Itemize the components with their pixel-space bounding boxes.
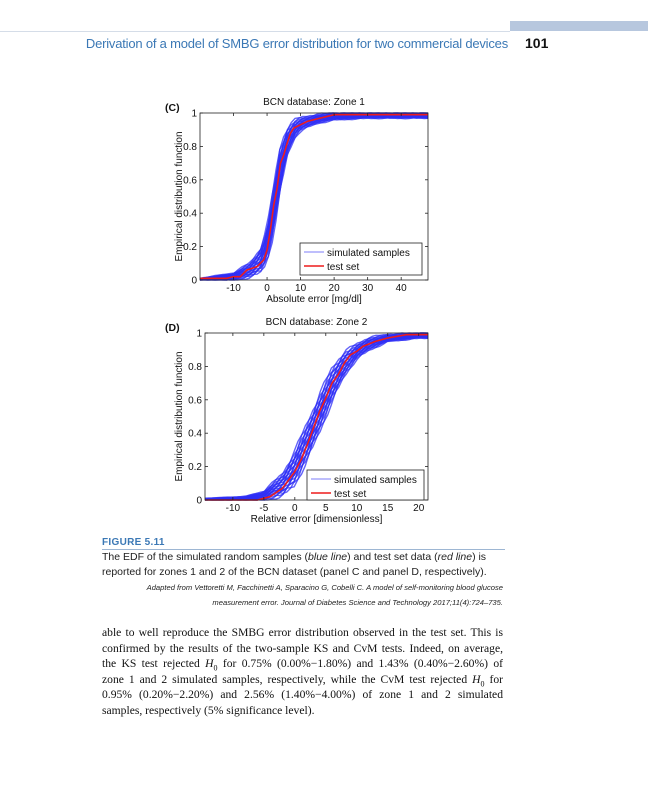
panel-label: (C) (165, 102, 180, 114)
running-title: Derivation of a model of SMBG error dist… (85, 36, 508, 51)
y-tick-label: 1 (191, 109, 197, 120)
x-tick-label: 20 (329, 283, 341, 294)
legend-label-simulated: simulated samples (334, 475, 417, 486)
page-number: 101 (525, 35, 549, 51)
y-tick-label: 0.2 (188, 462, 202, 473)
y-tick-label: 0.4 (183, 209, 197, 220)
x-tick-label: 10 (351, 503, 363, 514)
y-tick-label: 0.4 (188, 429, 202, 440)
x-tick-label: 10 (295, 283, 307, 294)
x-tick-label: -10 (226, 503, 241, 514)
x-tick-label: 40 (396, 283, 408, 294)
x-tick-label: 0 (292, 503, 298, 514)
y-tick-label: 1 (196, 329, 202, 340)
y-tick-label: 0.6 (188, 395, 202, 406)
x-axis-label: Relative error [dimensionless] (251, 514, 383, 525)
chart-title: BCN database: Zone 1 (263, 97, 365, 108)
header-accent-band (510, 21, 648, 31)
test-set-line (205, 333, 428, 501)
plot-frame (199, 112, 429, 281)
y-tick-label: 0.8 (183, 142, 197, 153)
y-tick-label: 0 (196, 496, 202, 507)
legend-box (299, 242, 423, 276)
simulated-sample-line (199, 112, 428, 280)
x-tick-label: 30 (362, 283, 374, 294)
header-rule (0, 31, 510, 32)
body-line: the KS test rejected H0 for 0.75% (0.00%… (102, 657, 503, 673)
source-line-1: Adapted from Vettoretti M, Facchinetti A… (146, 583, 503, 592)
test-set-line (200, 113, 428, 280)
legend-label-test-set: test set (334, 489, 366, 500)
x-tick-label: 15 (382, 503, 394, 514)
legend-box (306, 469, 425, 501)
source-line-2: measurement error. Journal of Diabetes S… (212, 598, 503, 607)
y-tick-label: 0.8 (188, 362, 202, 373)
y-tick-label: 0 (191, 276, 197, 287)
y-axis-label: Empirical distribution function (174, 131, 185, 261)
x-tick-label: 5 (323, 503, 329, 514)
x-tick-label: 20 (413, 503, 425, 514)
chart-panel-d: -10 -5 0 5 10 15 20 0 0.2 0.4 0.6 0.8 1 BCN database:… (165, 317, 429, 525)
caption-line-2: reported for zones 1 and 2 of the BCN da… (102, 566, 487, 578)
caption-line-1: The EDF of the simulated random samples … (102, 551, 487, 563)
body-line: samples, respectively (5% significance l… (102, 704, 315, 717)
chart-title: BCN database: Zone 2 (266, 317, 368, 328)
body-line: able to well reproduce the SMBG error di… (102, 626, 503, 639)
x-tick-label: -10 (226, 283, 241, 294)
chart-panel-c: -10 0 10 20 30 40 0 0.2 0.4 0.6 0.8 1 BCN database: … (165, 97, 429, 305)
panel-label: (D) (165, 322, 180, 334)
x-tick-label: 0 (264, 283, 270, 294)
legend-label-simulated: simulated samples (327, 248, 410, 259)
y-tick-label: 0.2 (183, 242, 197, 253)
x-tick-label: -5 (259, 503, 268, 514)
figure-rule (102, 549, 505, 550)
y-axis-label: Empirical distribution function (174, 351, 185, 481)
x-axis-label: Absolute error [mg/dl] (266, 294, 362, 305)
body-line: zone 1 and 2 simulated samples, respecti… (102, 673, 503, 689)
body-line: confirmed by the results of the two-samp… (102, 642, 503, 655)
legend-label-test-set: test set (327, 262, 359, 273)
figure-label: FIGURE 5.11 (102, 537, 165, 548)
body-line: 0.95% (0.20%−2.20%) and 2.56% (1.40%−4.0… (102, 688, 503, 701)
y-tick-label: 0.6 (183, 175, 197, 186)
simulated-sample-line (204, 332, 428, 500)
